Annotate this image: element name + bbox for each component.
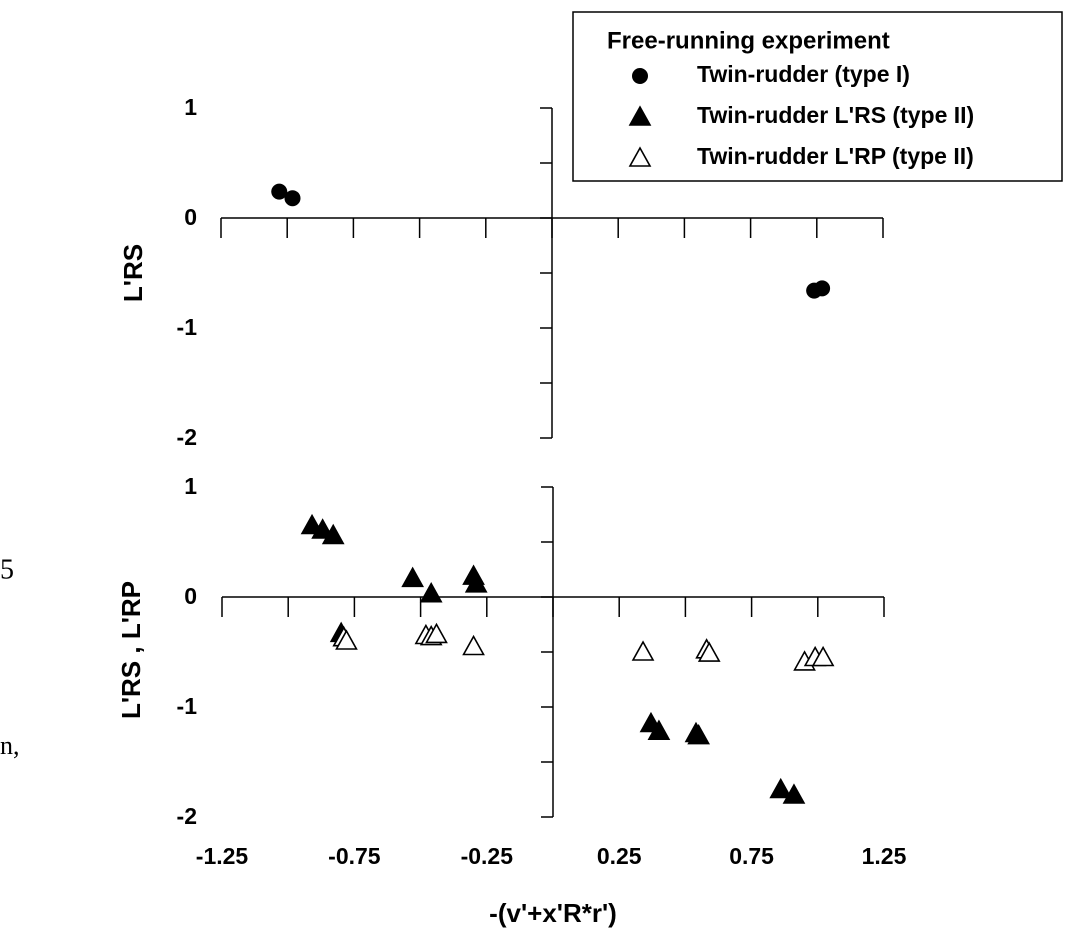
point [814, 280, 831, 297]
point [687, 723, 710, 745]
legend-marker [632, 68, 648, 84]
x-tick-label: -0.25 [461, 843, 514, 869]
x-tick-label: -0.75 [328, 843, 381, 869]
point [697, 641, 721, 662]
legend-box [572, 11, 1063, 182]
x-tick-label: -1.25 [196, 843, 249, 869]
x-tick-label: 0.75 [729, 843, 774, 869]
x-axis-title: -(v'+x'R*r') [489, 898, 617, 928]
point [462, 634, 485, 656]
legend-label: Twin-rudder L'RP (type II) [697, 143, 974, 169]
y-tick-label: 1 [184, 473, 197, 499]
y-tick-label: -1 [177, 314, 198, 340]
y-axis-title: L'RS [118, 244, 148, 302]
legend-marker [628, 146, 652, 167]
x-tick-label: 1.25 [862, 843, 907, 869]
y-tick-label: -2 [177, 803, 197, 829]
y-tick-label: -2 [177, 424, 197, 450]
point [311, 518, 334, 539]
point [631, 640, 655, 661]
point [811, 645, 835, 667]
x-tick-label: 0.25 [597, 843, 642, 869]
point [782, 783, 806, 804]
point [425, 622, 448, 644]
y-tick-label: 0 [184, 583, 197, 609]
fragment: 5 [0, 554, 14, 585]
point [769, 777, 793, 799]
y-axis-title: L'RS , L'RP [116, 581, 146, 719]
point [419, 582, 443, 603]
legend-marker [628, 105, 652, 126]
point [464, 572, 488, 593]
legend-title: Free-running experiment [607, 27, 890, 54]
point [271, 183, 288, 200]
point [401, 566, 425, 588]
point [284, 190, 301, 207]
point [647, 719, 671, 740]
y-tick-label: -1 [177, 693, 198, 719]
y-tick-label: 1 [184, 94, 197, 120]
y-tick-label: 0 [184, 204, 197, 230]
point [335, 629, 358, 650]
point [321, 523, 345, 545]
legend-label: Twin-rudder (type I) [697, 61, 910, 87]
legend-label: Twin-rudder L'RS (type II) [697, 102, 974, 128]
fragment: n, [0, 731, 20, 760]
